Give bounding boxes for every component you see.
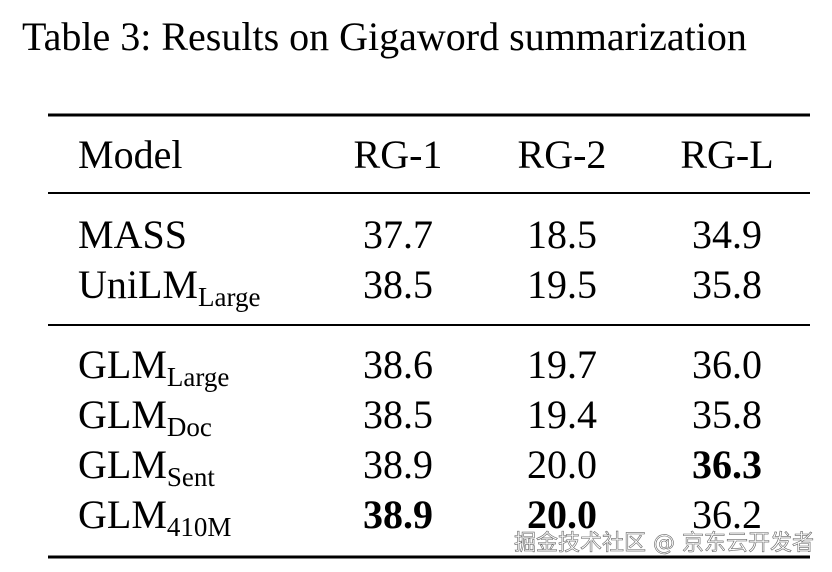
model-name: GLM410M <box>78 492 231 542</box>
watermark: 掘金技术社区 @ 京东云开发者 <box>514 531 814 556</box>
score-cell: 36.2 <box>692 492 762 537</box>
score-cell: 35.8 <box>692 262 762 307</box>
model-name: GLMDoc <box>78 392 212 442</box>
score-cell: 36.0 <box>692 342 762 387</box>
score-cell: 34.9 <box>692 212 762 257</box>
model: GLM <box>78 442 167 487</box>
model-subscript: Large <box>198 282 260 312</box>
score-cell: 37.7 <box>363 212 433 257</box>
score-cell: 20.0 <box>527 442 597 487</box>
score-cell: 36.3 <box>692 442 762 487</box>
score-cell: 38.6 <box>363 342 433 387</box>
model-subscript: 410M <box>167 512 232 542</box>
model: GLM <box>78 392 167 437</box>
model: MASS <box>78 212 187 257</box>
caption: Table 3: Results on Gigaword summarizati… <box>22 14 747 59</box>
score-cell: 38.5 <box>363 262 433 307</box>
model-name: GLMLarge <box>78 342 229 392</box>
model-subscript: Doc <box>167 412 212 442</box>
score-cell: 38.5 <box>363 392 433 437</box>
model: GLM <box>78 342 167 387</box>
model-name: MASS <box>78 212 187 257</box>
header-cell: RG-1 <box>354 132 443 177</box>
score-cell: 38.9 <box>363 492 433 537</box>
score-cell: 18.5 <box>527 212 597 257</box>
header-cell: RG-2 <box>518 132 607 177</box>
score-cell: 19.7 <box>527 342 597 387</box>
score-cell: 19.4 <box>527 392 597 437</box>
model-subscript: Sent <box>167 462 216 492</box>
model-name: GLMSent <box>78 442 215 492</box>
score-cell: 20.0 <box>527 492 597 537</box>
score-cell: 19.5 <box>527 262 597 307</box>
header-cell: Model <box>78 132 182 177</box>
model: GLM <box>78 492 167 537</box>
score-cell: 38.9 <box>363 442 433 487</box>
model: UniLM <box>78 262 198 307</box>
score-cell: 35.8 <box>692 392 762 437</box>
model-subscript: Large <box>167 362 229 392</box>
model-name: UniLMLarge <box>78 262 260 312</box>
header-cell: RG-L <box>680 132 773 177</box>
